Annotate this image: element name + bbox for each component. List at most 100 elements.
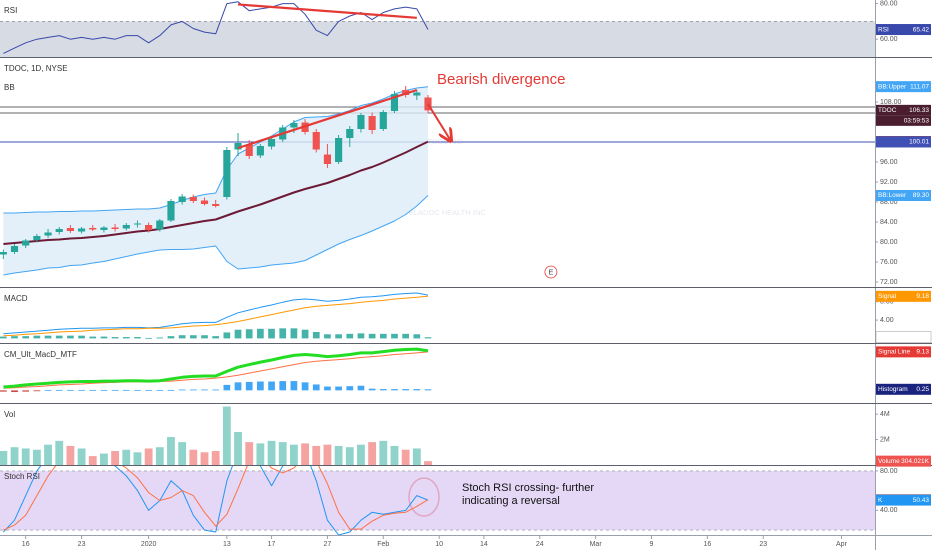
y-tick-label: 40.00 [880,507,898,514]
series-line [3,86,429,214]
volume-bar [77,448,86,465]
histogram-bar [11,390,18,393]
volume-bar [133,452,142,465]
candle-body [424,97,432,111]
histogram-bar [0,336,7,339]
x-tick-label: 14 [480,541,488,548]
x-tick-label: 13 [223,541,231,548]
x-tick-label: Mar [590,541,603,548]
volume-bar [334,445,343,465]
x-tick-label: 17 [268,541,276,548]
badge-value: 9.18 [916,293,929,300]
pane-title: MACD [4,294,28,303]
histogram-bar [100,336,108,339]
volume-bar [100,453,108,465]
candle-body [379,112,387,129]
y-tick-label: 76.00 [880,259,898,266]
candle-body [55,229,63,232]
histogram-bar [301,382,309,391]
histogram-bar [145,337,152,339]
histogram-bar [201,335,208,339]
pane [0,406,432,465]
candle-body [234,143,242,150]
histogram-bar [379,389,387,391]
volume-bar [301,443,309,465]
volume-bar [390,445,399,465]
histogram-bar [44,389,52,391]
x-tick-label: 16 [22,541,30,548]
histogram-bar [312,384,320,391]
histogram-bar [335,334,342,339]
band-fill [3,86,429,275]
histogram-bar [424,389,432,391]
candle-body [0,252,7,255]
candle-body [22,240,30,246]
histogram-bar [290,328,298,339]
badge-name: BB:Lower [878,192,907,199]
candle-body [33,236,41,240]
x-tick-label: 10 [435,541,443,548]
histogram-bar [413,389,421,391]
candle-body [413,92,421,96]
y-tick-label: 60.00 [880,36,898,43]
candle-body [368,116,376,130]
badge [876,104,931,116]
candle-body [312,132,320,150]
pane [0,292,432,339]
candle-body [256,146,264,156]
badge-value: 0.26 [916,334,929,341]
candle-body [156,220,164,230]
volume-bar [234,431,242,465]
candle-body [335,138,343,162]
badge [876,383,931,395]
volume-bar [111,451,120,465]
histogram-bar [78,389,85,391]
volume-bar [32,449,41,465]
y-tick-label: 84.00 [880,219,898,226]
histogram-bar [357,385,365,391]
histogram-bar [290,381,298,391]
x-tick-label: 16 [703,541,711,548]
badge-name: TDOC [878,107,897,114]
volume-bar [155,447,164,465]
volume-bar [122,449,131,465]
y-tick-label: 4M [880,411,890,418]
pane-subtitle: BB [4,83,15,92]
x-tick-label: 23 [78,541,86,548]
histogram-bar [67,389,74,391]
histogram-bar [55,335,63,339]
histogram-bar [357,333,365,339]
histogram-bar [257,328,264,339]
y-tick-label: 80.00 [880,0,898,7]
x-tick-label: Feb [377,541,389,548]
histogram-bar [368,333,376,339]
candle-body [267,139,276,147]
event-label: E [548,267,553,276]
pane-title: RSI [4,6,17,15]
volume-bar [222,406,231,465]
y-tick-label: 96.00 [880,159,898,166]
histogram-bar [223,332,231,339]
histogram-bar [11,336,18,339]
annotation: indicating a reversal [462,495,560,507]
candle-body [189,197,197,201]
candle-body [78,228,86,232]
histogram-bar [402,333,410,339]
badge-value: 304.021K [901,458,929,465]
badge [876,290,931,302]
histogram-bar [22,336,30,339]
histogram-bar [279,381,287,391]
histogram-bar [379,333,387,339]
histogram-bar [134,389,141,391]
candle-body [122,225,130,229]
histogram-bar [44,335,52,339]
candle-body [100,227,108,230]
histogram-bar [100,389,108,391]
series-line [3,292,429,335]
candle-body [323,154,332,164]
badge-value: 111.07 [910,83,929,90]
